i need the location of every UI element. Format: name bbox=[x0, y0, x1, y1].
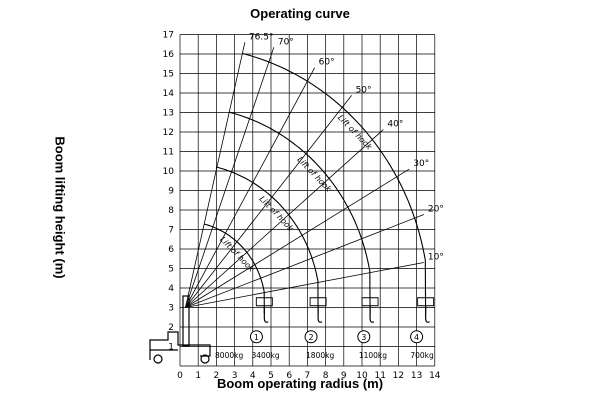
x-tick-label: 0 bbox=[177, 371, 183, 381]
boom-angle-line bbox=[185, 214, 425, 308]
hook-block-icon bbox=[361, 297, 379, 307]
x-tick-label: 8 bbox=[323, 371, 329, 381]
x-tick-label: 14 bbox=[429, 371, 441, 381]
boom-angle-line bbox=[185, 129, 384, 308]
hook-curve bbox=[242, 52, 427, 314]
hook-icon bbox=[317, 305, 323, 323]
y-tick-label: 16 bbox=[163, 50, 175, 60]
x-tick-label: 5 bbox=[268, 371, 274, 381]
y-tick-label: 6 bbox=[168, 245, 174, 255]
section-number: 4 bbox=[414, 333, 419, 342]
boom-angle-line bbox=[185, 168, 410, 308]
hook-block-icon bbox=[309, 297, 327, 307]
section-circle bbox=[249, 330, 263, 344]
boom-angle-line bbox=[185, 47, 275, 308]
boom-angle-line bbox=[185, 95, 352, 308]
hook-curve bbox=[204, 223, 265, 314]
y-tick-label: 14 bbox=[163, 89, 175, 99]
y-tick-label: 9 bbox=[168, 187, 174, 197]
load-label: 3400kg bbox=[251, 351, 279, 360]
x-tick-label: 3 bbox=[232, 371, 238, 381]
y-tick-label: 10 bbox=[163, 167, 175, 177]
x-tick-label: 9 bbox=[341, 371, 347, 381]
y-tick-label: 7 bbox=[168, 226, 174, 236]
y-tick-label: 2 bbox=[168, 323, 174, 333]
y-tick-label: 13 bbox=[163, 109, 174, 119]
section-circle bbox=[357, 330, 371, 344]
boom-angle-label: 10° bbox=[428, 252, 444, 262]
section-number: 1 bbox=[254, 333, 259, 342]
y-tick-label: 5 bbox=[168, 265, 174, 275]
boom-angle-label: 76.5° bbox=[249, 32, 274, 42]
section-number: 3 bbox=[361, 333, 366, 342]
x-tick-label: 10 bbox=[356, 371, 368, 381]
boom-angle-line bbox=[185, 42, 246, 308]
y-tick-label: 11 bbox=[163, 148, 174, 158]
hook-block-icon bbox=[417, 297, 435, 307]
section-circle bbox=[304, 330, 318, 344]
x-tick-label: 6 bbox=[286, 371, 292, 381]
load-label: 700kg bbox=[410, 351, 434, 360]
hook-block-icon bbox=[255, 297, 273, 307]
boom-angle-label: 40° bbox=[387, 120, 403, 130]
y-tick-label: 8 bbox=[168, 206, 174, 216]
y-tick-label: 15 bbox=[163, 70, 174, 80]
hook-curve-label: Lift of hook bbox=[218, 235, 256, 274]
crane-truck-icon bbox=[149, 295, 211, 364]
section-number: 2 bbox=[308, 333, 313, 342]
hook-icon bbox=[369, 305, 375, 323]
y-tick-label: 3 bbox=[168, 304, 174, 314]
boom-angle-line bbox=[185, 262, 424, 308]
grid bbox=[179, 34, 436, 367]
boom-angle-label: 60° bbox=[319, 58, 335, 68]
chart-title: Operating curve bbox=[250, 6, 350, 21]
load-label: 1100kg bbox=[359, 351, 387, 360]
x-tick-label: 13 bbox=[411, 371, 422, 381]
load-label: 1800kg bbox=[306, 351, 334, 360]
x-tick-label: 1 bbox=[195, 371, 201, 381]
boom-angle-line bbox=[185, 67, 316, 308]
boom-angle-label: 50° bbox=[356, 85, 372, 95]
x-tick-label: 2 bbox=[214, 371, 220, 381]
hook-icon bbox=[425, 305, 430, 323]
boom-angle-lines: 76.5° 70° 60° 50° 40° 30° 20° 10° bbox=[185, 32, 444, 308]
hook-positions bbox=[255, 297, 435, 323]
axis-ticks: 0 1 2 3 4 5 6 7 8 9 10 11 12 13 1412345678910111213141… bbox=[163, 31, 441, 382]
x-tick-label: 7 bbox=[305, 371, 311, 381]
load-label: 8000kg bbox=[215, 351, 243, 360]
x-axis-label: Boom operating radius (m) bbox=[216, 376, 384, 391]
x-tick-label: 11 bbox=[374, 371, 385, 381]
boom-angle-label: 70° bbox=[278, 37, 294, 47]
section-circle bbox=[410, 330, 424, 344]
x-tick-label: 12 bbox=[393, 371, 404, 381]
x-tick-label: 4 bbox=[250, 371, 256, 381]
y-tick-label: 4 bbox=[168, 284, 174, 294]
load-labels: 8000kg 3400kg 1800kg 1100kg 700kg bbox=[215, 351, 434, 360]
boom-angle-label: 20° bbox=[428, 205, 444, 215]
hook-curve bbox=[216, 166, 319, 314]
boom-angle-label: 30° bbox=[413, 159, 429, 169]
y-tick-label: 12 bbox=[163, 128, 174, 138]
hook-curve bbox=[229, 111, 371, 314]
boom-section-markers: 1 2 3 4 bbox=[249, 330, 424, 344]
y-tick-label: 1 bbox=[168, 343, 174, 353]
hook-icon bbox=[263, 305, 269, 323]
y-tick-label: 17 bbox=[163, 31, 174, 41]
